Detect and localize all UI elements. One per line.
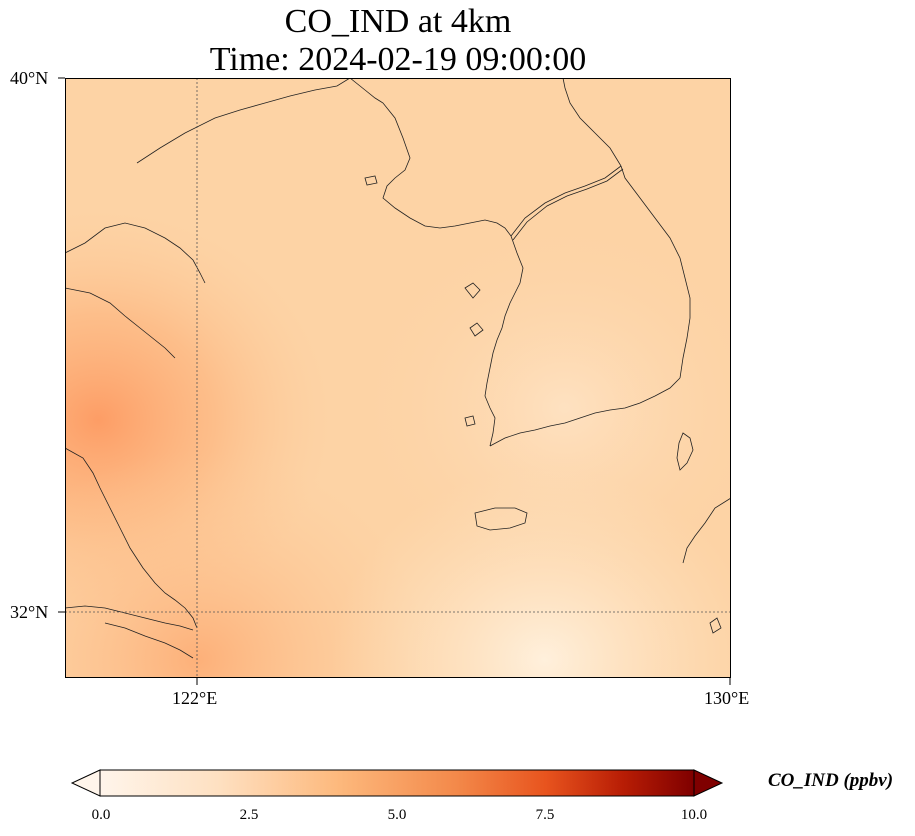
- coastlines: [65, 78, 731, 659]
- colorbar: [70, 769, 724, 797]
- colorbar-tick-0: 0.0: [91, 807, 111, 823]
- colorbar-min-extend: [70, 769, 101, 797]
- lon-label-122e: 122°E: [172, 688, 218, 708]
- colorbar-tick-4: 10.0: [680, 807, 708, 823]
- colorbar-max-extend: [693, 769, 724, 797]
- map-title-time: Time: 2024-02-19 09:00:00: [209, 41, 587, 78]
- map-title-variable: CO_IND at 4km: [284, 3, 512, 40]
- lat-label-40n: 40°N: [10, 68, 49, 88]
- map-panel: [65, 78, 731, 678]
- colorbar-tick-2: 5.0: [387, 807, 407, 823]
- colorbar-label: CO_IND (ppbv): [768, 770, 894, 791]
- colorbar-tick-1: 2.5: [239, 807, 259, 823]
- colorbar-tick-3: 7.5: [535, 807, 555, 823]
- lat-label-32n: 32°N: [10, 602, 49, 622]
- lon-label-130e: 130°E: [704, 688, 750, 708]
